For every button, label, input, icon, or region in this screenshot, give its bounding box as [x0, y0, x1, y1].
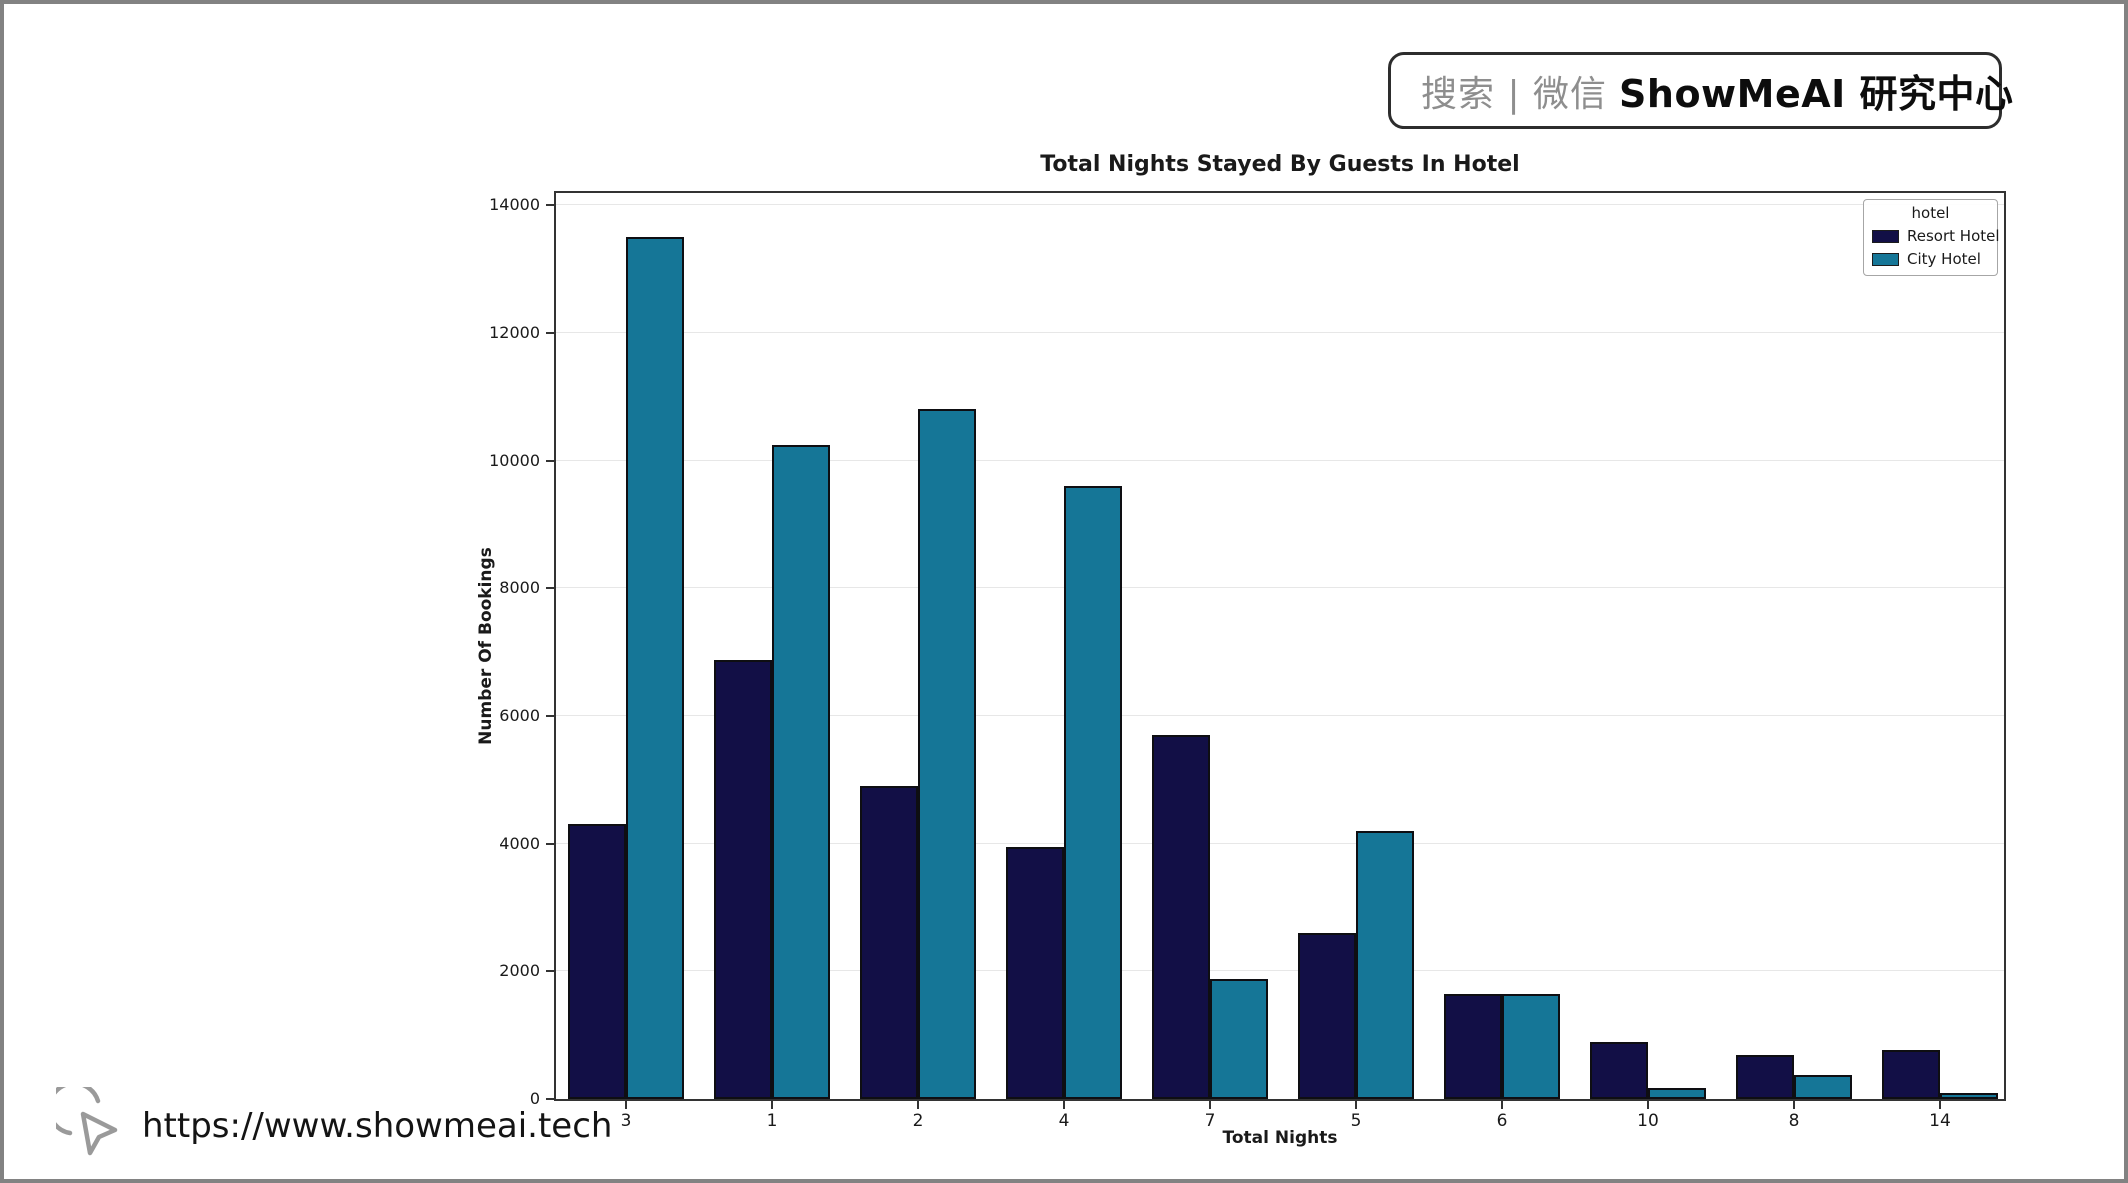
y-tickmark-2000 — [546, 970, 554, 973]
bar-city-hotel-night-1 — [772, 444, 830, 1099]
plot-area — [554, 191, 2006, 1101]
bar-resort-hotel-night-14 — [1882, 1049, 1940, 1099]
brand-badge: 搜索 | 微信 ShowMeAI 研究中心 — [1388, 52, 2013, 129]
bar-resort-hotel-night-6 — [1444, 994, 1502, 1099]
gridline-8000 — [556, 587, 2004, 589]
badge-search-text: 搜索 | 微信 — [1421, 73, 1608, 115]
bar-resort-hotel-night-1 — [714, 659, 772, 1099]
x-tickmark-4 — [1063, 1101, 1065, 1109]
y-tick-label: 12000 — [489, 322, 540, 342]
y-tick-label: 10000 — [489, 450, 540, 470]
y-tickmark-6000 — [546, 714, 554, 717]
legend-title: hotel — [1911, 204, 1950, 222]
bar-city-hotel-night-3 — [626, 237, 684, 1099]
bar-resort-hotel-night-3 — [568, 824, 626, 1099]
x-tick-label: 7 — [1204, 1111, 1216, 1131]
bar-city-hotel-night-8 — [1794, 1075, 1852, 1099]
x-tick-label: 3 — [620, 1111, 632, 1131]
legend-swatch-resort-hotel — [1872, 229, 1899, 243]
bar-city-hotel-night-4 — [1064, 486, 1122, 1099]
bar-resort-hotel-night-7 — [1152, 735, 1210, 1099]
legend-swatch-city-hotel — [1872, 252, 1899, 266]
y-tickmark-14000 — [546, 204, 554, 207]
x-tickmark-14 — [1939, 1101, 1941, 1109]
bar-city-hotel-night-10 — [1648, 1087, 1706, 1099]
y-tick-label: 0 — [529, 1089, 540, 1108]
gridline-4000 — [556, 842, 2004, 844]
x-tickmark-8 — [1793, 1101, 1795, 1109]
x-tick-label: 8 — [1788, 1111, 1800, 1131]
y-tickmark-12000 — [546, 331, 554, 334]
legend-label: City Hotel — [1907, 250, 1981, 268]
bar-resort-hotel-night-10 — [1590, 1042, 1648, 1099]
x-axis-label: Total Nights — [1222, 1128, 1338, 1148]
bar-resort-hotel-night-5 — [1298, 933, 1356, 1099]
bar-city-hotel-night-6 — [1502, 993, 1560, 1099]
y-tick-label: 6000 — [499, 705, 540, 725]
bar-resort-hotel-night-8 — [1736, 1054, 1794, 1099]
footer-url: https://www.showmeai.tech — [142, 1106, 613, 1146]
y-tick-label: 4000 — [499, 833, 540, 853]
cursor-icon — [56, 1087, 118, 1156]
legend-items: Resort Hotel City Hotel — [1872, 227, 2000, 268]
badge-brand-text: ShowMeAI 研究中心 — [1619, 72, 2014, 116]
y-tick-label: 2000 — [499, 961, 540, 981]
gridline-14000 — [556, 204, 2004, 206]
legend-label: Resort Hotel — [1907, 227, 2000, 245]
x-tickmark-10 — [1647, 1101, 1649, 1109]
x-tick-label: 6 — [1496, 1111, 1508, 1131]
x-tick-label: 4 — [1058, 1111, 1070, 1131]
legend-row-city-hotel: City Hotel — [1872, 250, 1989, 268]
x-tick-label: 14 — [1929, 1111, 1951, 1131]
x-tick-label: 5 — [1350, 1111, 1362, 1131]
legend-row-resort-hotel: Resort Hotel — [1872, 227, 2000, 245]
gridline-2000 — [556, 970, 2004, 972]
y-tickmark-10000 — [546, 459, 554, 462]
footer: https://www.showmeai.tech — [56, 1087, 612, 1165]
x-tickmark-1 — [771, 1101, 773, 1109]
gridline-6000 — [556, 714, 2004, 716]
bar-resort-hotel-night-4 — [1006, 846, 1064, 1099]
bar-city-hotel-night-2 — [918, 409, 976, 1099]
chart-title: Total Nights Stayed By Guests In Hotel — [1040, 152, 1520, 177]
legend: hotel Resort Hotel City Hotel — [1863, 199, 2000, 276]
x-tick-label: 1 — [766, 1111, 778, 1131]
x-tickmark-7 — [1209, 1101, 1211, 1109]
x-tick-label: 2 — [912, 1111, 924, 1131]
bar-city-hotel-night-14 — [1940, 1093, 1998, 1099]
x-tickmark-3 — [625, 1101, 627, 1109]
x-tickmark-5 — [1355, 1101, 1357, 1109]
bar-resort-hotel-night-2 — [860, 786, 918, 1099]
gridline-10000 — [556, 459, 2004, 461]
bar-city-hotel-night-7 — [1210, 978, 1268, 1099]
y-tickmark-8000 — [546, 587, 554, 590]
y-tick-label: 8000 — [499, 578, 540, 598]
bar-city-hotel-night-5 — [1356, 830, 1414, 1099]
x-tickmark-2 — [917, 1101, 919, 1109]
y-tickmark-4000 — [546, 842, 554, 845]
gridline-12000 — [556, 331, 2004, 333]
x-tickmark-6 — [1501, 1101, 1503, 1109]
y-tick-label: 14000 — [489, 195, 540, 215]
x-tick-label: 10 — [1637, 1111, 1659, 1131]
y-tickmark-0 — [546, 1098, 554, 1100]
